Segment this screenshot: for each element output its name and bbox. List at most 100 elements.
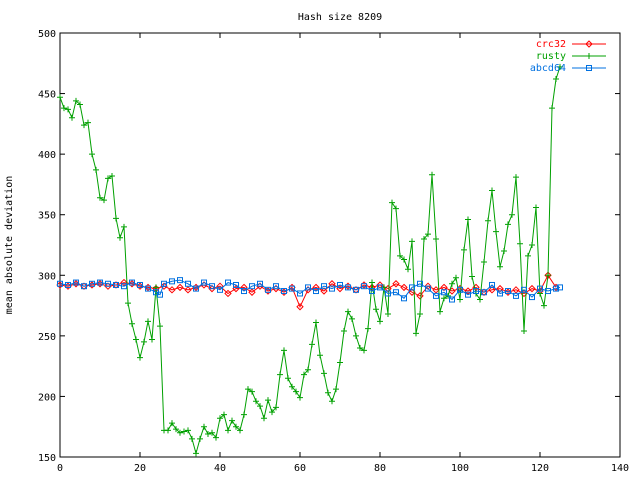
data-point-rusty	[413, 330, 419, 337]
data-point-rusty	[81, 122, 87, 129]
data-point-rusty	[345, 308, 351, 315]
data-point-abcd64	[345, 284, 351, 291]
data-point-abcd64	[201, 279, 207, 286]
data-point-rusty	[509, 211, 515, 218]
data-point-rusty	[301, 371, 307, 378]
data-point-rusty	[365, 325, 371, 332]
data-point-abcd64	[481, 289, 487, 296]
data-point-abcd64	[529, 294, 535, 301]
data-point-abcd64	[385, 290, 391, 297]
data-point-rusty	[85, 119, 91, 126]
data-point-rusty	[177, 429, 183, 436]
data-point-rusty	[285, 375, 291, 382]
data-point-crc32	[392, 280, 400, 288]
data-point-abcd64	[129, 279, 135, 286]
data-point-rusty	[245, 386, 251, 393]
data-point-abcd64	[377, 284, 383, 291]
data-point-rusty	[333, 386, 339, 393]
data-point-rusty	[493, 228, 499, 235]
data-point-abcd64	[417, 280, 423, 287]
data-point-rusty	[105, 175, 111, 182]
data-point-rusty	[353, 332, 359, 339]
data-point-rusty	[321, 370, 327, 377]
y-tick-label: 450	[38, 90, 56, 101]
data-point-rusty	[281, 347, 287, 354]
data-point-rusty	[357, 344, 363, 351]
data-point-rusty	[61, 105, 67, 112]
data-point-abcd64	[425, 285, 431, 292]
data-point-rusty	[313, 319, 319, 326]
data-point-rusty	[437, 308, 443, 315]
data-point-rusty	[125, 300, 131, 307]
data-point-rusty	[409, 238, 415, 245]
x-tick-label: 100	[451, 463, 469, 474]
data-point-abcd64	[465, 291, 471, 298]
data-point-rusty	[145, 318, 151, 325]
data-point-rusty	[517, 240, 523, 247]
data-point-rusty	[93, 166, 99, 173]
data-point-crc32	[224, 289, 232, 298]
data-point-rusty	[429, 171, 435, 178]
data-point-crc32	[496, 284, 504, 293]
data-point-abcd64	[513, 292, 519, 299]
data-point-rusty	[393, 205, 399, 212]
data-point-crc32	[328, 280, 336, 288]
data-point-rusty	[405, 266, 411, 273]
data-point-rusty	[141, 338, 147, 345]
data-point-abcd64	[321, 283, 327, 290]
data-point-rusty	[401, 256, 407, 263]
data-point-crc32	[400, 283, 408, 292]
data-point-rusty	[389, 199, 395, 206]
data-point-rusty	[373, 306, 379, 313]
data-point-rusty	[425, 231, 431, 238]
data-point-crc32	[512, 286, 520, 294]
data-point-abcd64	[233, 281, 239, 288]
data-point-abcd64	[441, 289, 447, 296]
data-point-crc32	[440, 283, 448, 292]
data-point-rusty	[225, 427, 231, 434]
data-point-rusty	[169, 420, 175, 427]
data-point-rusty	[197, 435, 203, 442]
x-tick-label: 140	[611, 463, 629, 474]
data-point-crc32	[184, 286, 192, 294]
data-point-rusty	[57, 94, 63, 101]
data-point-rusty	[497, 263, 503, 270]
data-point-rusty	[269, 409, 275, 416]
data-point-abcd64	[193, 285, 199, 292]
data-point-abcd64	[97, 279, 103, 286]
data-point-abcd64	[305, 284, 311, 291]
data-point-abcd64	[505, 288, 511, 295]
data-point-abcd64	[81, 283, 87, 290]
data-point-abcd64	[209, 283, 215, 290]
data-point-rusty	[453, 274, 459, 281]
data-point-rusty	[229, 417, 235, 424]
data-point-crc32	[368, 283, 376, 292]
data-point-abcd64	[249, 283, 255, 290]
data-point-abcd64	[457, 286, 463, 293]
data-point-rusty	[89, 151, 95, 158]
legend-marker-crc32	[585, 40, 593, 48]
data-point-abcd64	[273, 283, 279, 290]
data-point-abcd64	[313, 288, 319, 295]
data-point-rusty	[273, 404, 279, 411]
data-point-abcd64	[409, 284, 415, 291]
data-point-crc32	[120, 278, 128, 287]
series-rusty	[57, 63, 563, 457]
data-point-rusty	[69, 114, 75, 121]
data-point-rusty	[265, 397, 271, 404]
data-point-rusty	[369, 279, 375, 286]
data-point-rusty	[457, 296, 463, 303]
series-layer	[56, 63, 563, 457]
data-point-rusty	[329, 398, 335, 405]
data-point-abcd64	[361, 283, 367, 290]
data-point-rusty	[305, 366, 311, 373]
data-point-abcd64	[57, 280, 63, 287]
data-point-rusty	[377, 318, 383, 325]
data-point-abcd64	[557, 284, 563, 291]
data-point-rusty	[485, 217, 491, 224]
data-point-abcd64	[281, 288, 287, 295]
data-point-rusty	[397, 252, 403, 259]
data-point-rusty	[545, 272, 551, 279]
